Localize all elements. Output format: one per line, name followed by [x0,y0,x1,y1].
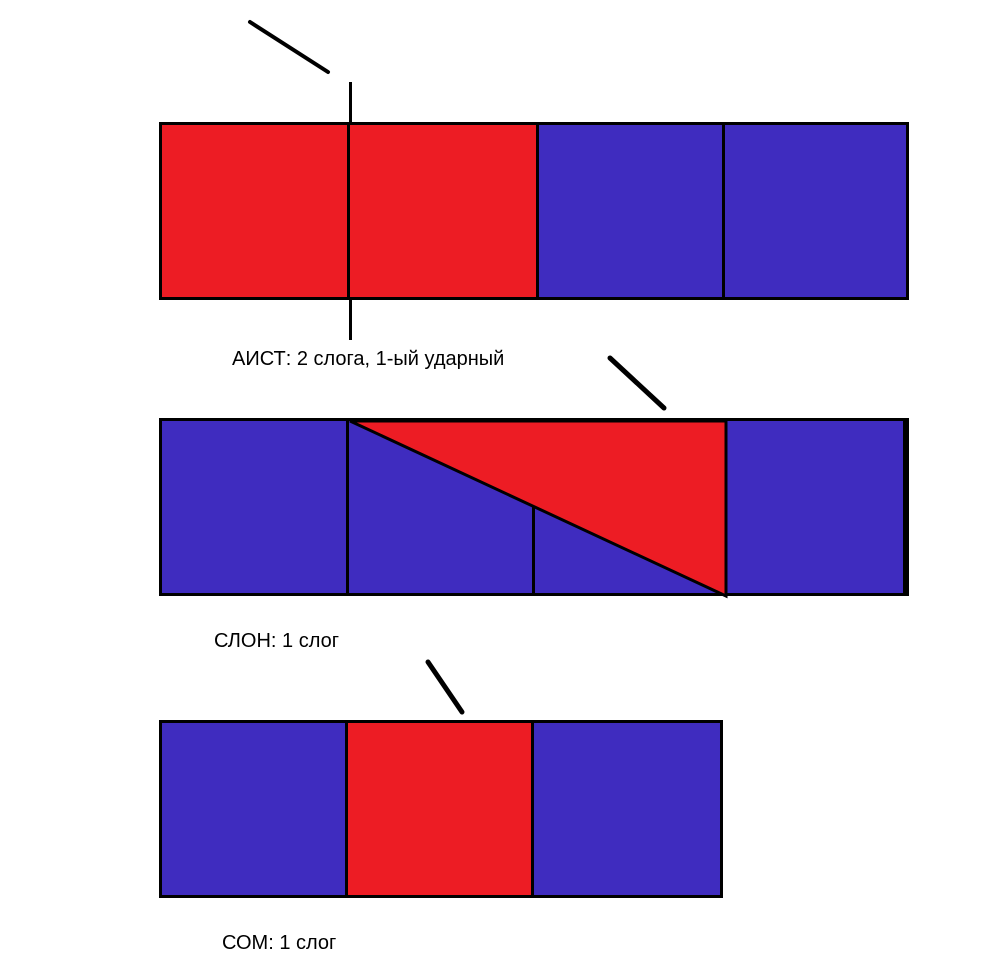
row2-cell-1 [162,421,349,593]
row3-label: СОМ: 1 слог [222,932,336,955]
row2-cell-4 [722,421,907,593]
row2-cell-2 [349,421,536,593]
row1-label: АИСТ: 2 слога, 1-ый ударный [232,348,504,371]
row1-cell-3 [539,125,726,297]
diagram-canvas: АИСТ: 2 слога, 1-ый ударный СЛОН: 1 слог… [0,0,996,976]
row3-cell-2 [348,723,534,895]
row2 [159,418,909,596]
row3 [159,720,723,898]
row3-cell-3 [534,723,720,895]
row3-cell-1 [162,723,348,895]
row1-cell-2 [350,125,538,297]
row2-cell-3 [535,421,722,593]
row1-cell-1 [162,125,350,297]
row1-cell-4 [725,125,906,297]
row1 [159,122,909,300]
row2-label: СЛОН: 1 слог [214,630,339,653]
